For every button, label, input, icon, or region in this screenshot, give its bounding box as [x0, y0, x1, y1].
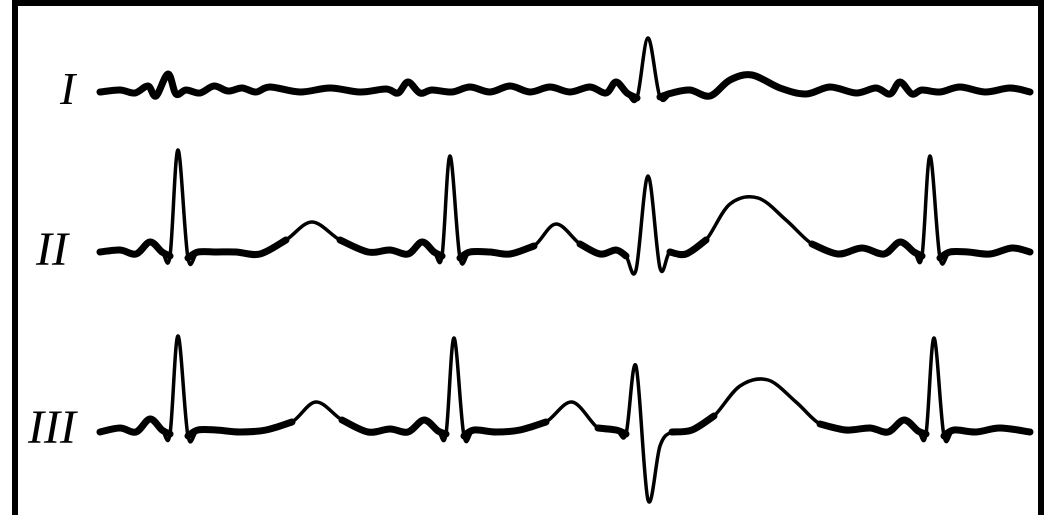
lead-1-label: I: [60, 62, 75, 115]
ecg-trace-lead-I-thick-1: [660, 75, 1030, 97]
lead-2-label: II: [36, 222, 68, 277]
ecg-trace-lead-II-thick-1: [188, 240, 286, 258]
ecg-trace-lead-II-thick-0: [100, 242, 170, 256]
ecg-trace-lead-III-thick-1: [188, 422, 292, 436]
ecg-trace-lead-II-thick-2: [340, 240, 442, 256]
ecg-trace-lead-II-thick-4: [580, 244, 626, 256]
ecg-trace-lead-II-thick-6: [812, 242, 922, 256]
ecg-trace-lead-II-thick-5: [670, 240, 706, 255]
lead-3-label: III: [28, 400, 76, 455]
ecg-trace-lead-III-thick-5: [672, 416, 714, 432]
ecg-trace-lead-II-thick-7: [940, 248, 1030, 258]
ecg-plot: [0, 0, 1056, 530]
ecg-trace-lead-I-thick-0: [100, 74, 637, 98]
ecg-trace-lead-III-thick-0: [100, 419, 170, 434]
ecg-trace-lead-III-thick-2: [342, 420, 446, 434]
ecg-trace-lead-III-thick-3: [464, 422, 546, 436]
ecg-trace-lead-III-thick-6: [820, 420, 926, 434]
ecg-trace-lead-III-thick-7: [944, 428, 1030, 436]
ecg-trace-lead-III-thick-4: [598, 428, 626, 434]
ecg-trace-lead-III-thin: [100, 336, 1030, 502]
ecg-trace-lead-II-thick-3: [460, 246, 534, 258]
